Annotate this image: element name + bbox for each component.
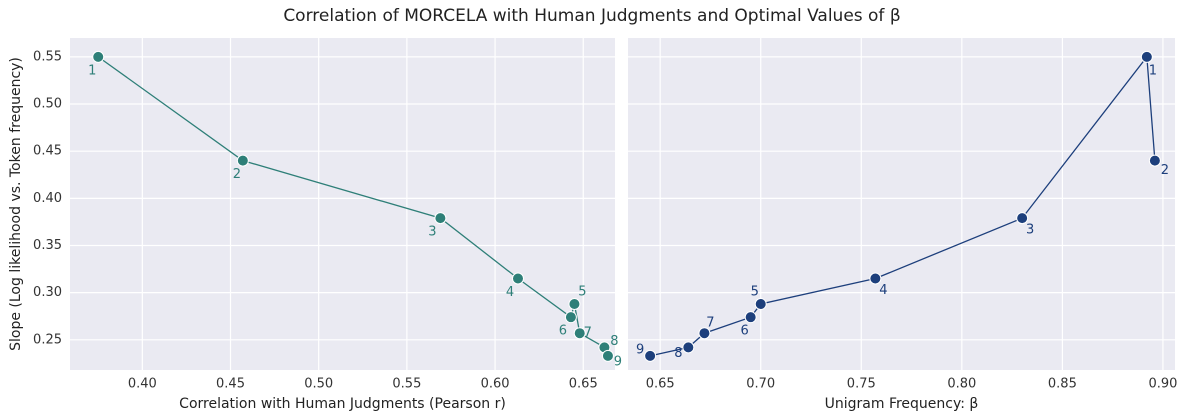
y-tick-label: 0.25 bbox=[33, 332, 62, 347]
point-label: 8 bbox=[674, 346, 682, 361]
plot-area bbox=[70, 38, 615, 370]
point-label: 2 bbox=[1161, 163, 1169, 178]
data-point bbox=[644, 349, 657, 362]
point-label: 5 bbox=[578, 284, 586, 299]
data-point bbox=[573, 327, 586, 340]
point-label: 1 bbox=[1149, 63, 1157, 78]
data-point bbox=[682, 341, 695, 354]
point-label: 1 bbox=[88, 63, 96, 78]
point-label: 6 bbox=[741, 324, 749, 339]
point-label: 4 bbox=[879, 283, 887, 298]
point-label: 4 bbox=[506, 285, 514, 300]
data-point bbox=[698, 327, 711, 340]
x-tick-label: 0.45 bbox=[216, 377, 245, 392]
point-label: 9 bbox=[614, 354, 622, 369]
data-point bbox=[869, 272, 882, 285]
x-tick-label: 0.70 bbox=[746, 377, 775, 392]
data-point bbox=[1148, 154, 1161, 167]
x-tick-label: 0.40 bbox=[128, 377, 157, 392]
x-tick-label: 0.75 bbox=[847, 377, 876, 392]
point-label: 9 bbox=[636, 342, 644, 357]
data-point bbox=[434, 212, 447, 225]
y-tick-label: 0.50 bbox=[33, 97, 62, 112]
x-tick-label: 0.90 bbox=[1148, 377, 1177, 392]
point-label: 3 bbox=[428, 225, 436, 240]
figure-title: Correlation of MORCELA with Human Judgme… bbox=[283, 6, 900, 26]
y-axis-label: Slope (Log likelihood vs. Token frequenc… bbox=[8, 57, 24, 351]
y-tick-label: 0.30 bbox=[33, 285, 62, 300]
point-label: 2 bbox=[233, 167, 241, 182]
x-tick-label: 0.60 bbox=[481, 377, 510, 392]
x-tick-label: 0.50 bbox=[304, 377, 333, 392]
data-point bbox=[511, 272, 524, 285]
point-label: 5 bbox=[751, 284, 759, 299]
data-point bbox=[744, 311, 757, 324]
point-label: 8 bbox=[610, 334, 618, 349]
x-tick-label: 0.55 bbox=[392, 377, 421, 392]
x-tick-label: 0.80 bbox=[947, 377, 976, 392]
data-point bbox=[236, 154, 249, 167]
data-point bbox=[1140, 50, 1153, 63]
x-tick-label: 0.65 bbox=[646, 377, 675, 392]
data-point bbox=[564, 311, 577, 324]
y-tick-label: 0.40 bbox=[33, 191, 62, 206]
data-point bbox=[1016, 212, 1029, 225]
x-axis-label: Unigram Frequency: β bbox=[825, 396, 979, 412]
y-tick-label: 0.55 bbox=[33, 49, 62, 64]
data-point bbox=[92, 50, 105, 63]
x-axis-label: Correlation with Human Judgments (Pearso… bbox=[179, 396, 506, 412]
y-tick-label: 0.35 bbox=[33, 238, 62, 253]
point-label: 3 bbox=[1026, 223, 1034, 238]
point-label: 7 bbox=[584, 326, 592, 341]
x-tick-label: 0.65 bbox=[569, 377, 598, 392]
point-label: 6 bbox=[559, 324, 567, 339]
x-tick-label: 0.85 bbox=[1048, 377, 1077, 392]
y-tick-label: 0.45 bbox=[33, 144, 62, 159]
plot-area bbox=[628, 38, 1175, 370]
data-point bbox=[601, 349, 614, 362]
point-label: 7 bbox=[706, 316, 714, 331]
data-point bbox=[568, 297, 581, 310]
data-point bbox=[754, 297, 767, 310]
